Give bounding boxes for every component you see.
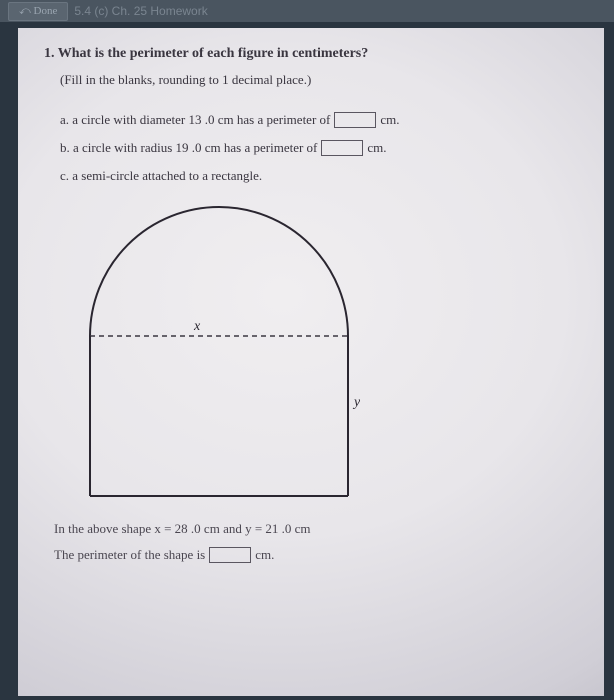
part-a: a. a circle with diameter 13 .0 cm has a… (60, 112, 578, 128)
question-title: 1. What is the perimeter of each figure … (44, 46, 578, 62)
equation-line: In the above shape x = 28 .0 cm and y = … (54, 521, 578, 537)
part-b: b. a circle with radius 19 .0 cm has a p… (60, 140, 578, 156)
part-a-post: cm. (380, 112, 399, 128)
perimeter-pre: The perimeter of the shape is (54, 547, 205, 563)
perimeter-line: The perimeter of the shape is cm. (54, 547, 578, 563)
part-c: c. a semi-circle attached to a rectangle… (60, 168, 578, 184)
page: 1. What is the perimeter of each figure … (18, 28, 604, 696)
part-a-pre: a. a circle with diameter 13 .0 cm has a… (60, 112, 330, 128)
answer-box-a[interactable] (334, 112, 376, 128)
done-button[interactable]: ⤺ Done (8, 2, 68, 21)
answer-box-perimeter[interactable] (209, 547, 251, 563)
question-text: What is the perimeter of each figure in … (58, 46, 369, 61)
question-sub: (Fill in the blanks, rounding to 1 decim… (60, 72, 578, 88)
semicircle-rectangle-diagram: xy (80, 196, 360, 506)
part-b-pre: b. a circle with radius 19 .0 cm has a p… (60, 140, 317, 156)
svg-text:x: x (193, 319, 201, 334)
svg-text:y: y (352, 395, 360, 410)
part-b-post: cm. (367, 140, 386, 156)
question-number: 1. (44, 46, 55, 61)
perimeter-post: cm. (255, 547, 274, 563)
answer-box-b[interactable] (321, 140, 363, 156)
topbar: ⤺ Done 5.4 (c) Ch. 25 Homework (0, 0, 614, 22)
done-label: Done (34, 5, 58, 17)
topbar-title: 5.4 (c) Ch. 25 Homework (74, 4, 207, 18)
back-arrow-icon: ⤺ (19, 5, 31, 17)
figure: xy (80, 196, 578, 511)
